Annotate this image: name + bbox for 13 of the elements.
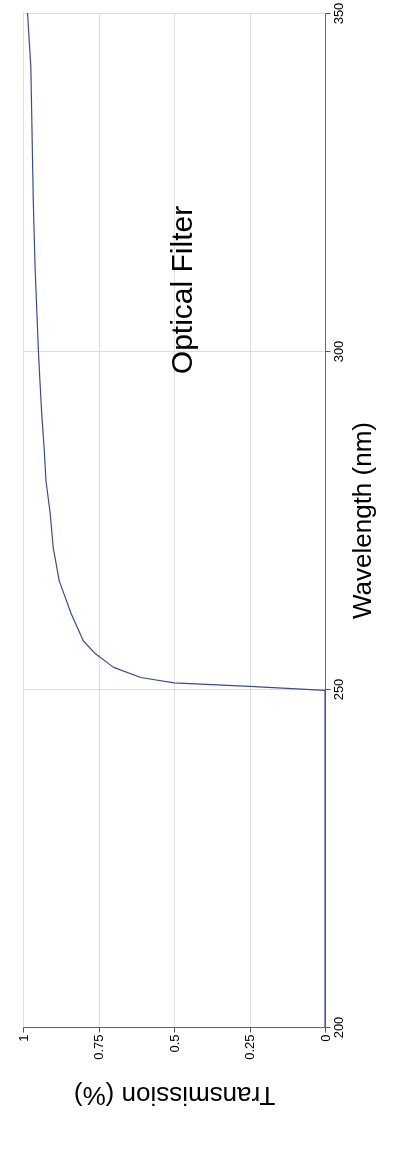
y-axis-title: Wavelength (nm) bbox=[346, 422, 377, 619]
y-tick-label: 350 bbox=[330, 2, 346, 25]
y-tick-label: 250 bbox=[330, 678, 346, 701]
x-tick-label: 0.75 bbox=[91, 1034, 106, 1060]
x-axis-title: Transmission (%) bbox=[73, 1080, 276, 1111]
x-tick-label: 1 bbox=[15, 1034, 31, 1042]
x-tick-label: 0.25 bbox=[242, 1034, 257, 1060]
text: Optical Filter bbox=[165, 205, 198, 375]
line-series bbox=[26, 12, 326, 1028]
y-tick-label: 300 bbox=[330, 340, 346, 363]
x-tick-label: 0.5 bbox=[166, 1034, 182, 1053]
x-tick-label: 0 bbox=[317, 1034, 333, 1042]
y-tick-label: 200 bbox=[330, 1016, 346, 1039]
